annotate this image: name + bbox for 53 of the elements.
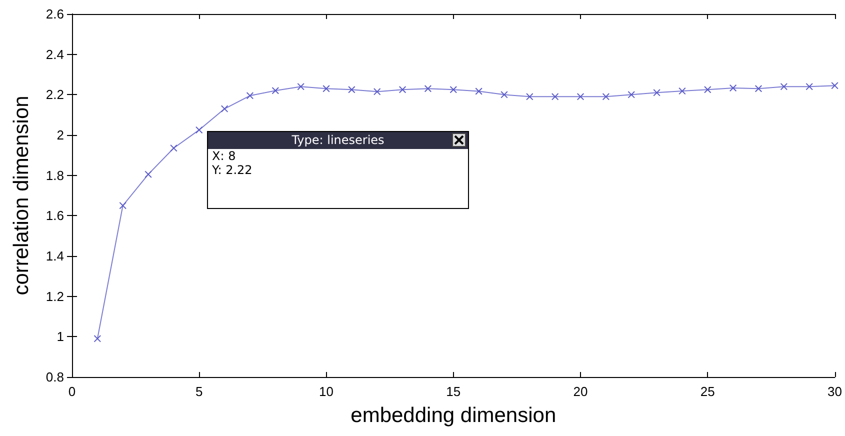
point [780, 83, 788, 90]
y-tick-label: 1.6 [46, 208, 64, 224]
point [424, 85, 432, 92]
point [704, 86, 712, 94]
annotation: X: 8 [211, 149, 237, 163]
point [348, 86, 356, 94]
point [754, 85, 762, 92]
y-tick-label: 1.8 [46, 168, 64, 183]
x-axis-title: embedding dimension [350, 404, 556, 427]
point [730, 84, 737, 92]
point [628, 91, 635, 98]
x-tick-label: 15 [446, 384, 461, 399]
x-tick-label: 0 [68, 384, 76, 399]
y-tick-label: 0.8 [46, 370, 64, 384]
y-tick-label: 2.6 [46, 6, 64, 22]
annotation: Type: lineseries [208, 132, 468, 149]
point [602, 93, 610, 100]
y-tick-label: 2 [56, 128, 64, 142]
y-tick-label: 1.4 [46, 248, 64, 264]
x-tick-label: 25 [700, 384, 715, 399]
point [246, 92, 254, 100]
point [374, 88, 381, 96]
x-tick-label: 5 [196, 384, 203, 399]
y-tick-label: 2.4 [46, 46, 64, 62]
x-tick-label: 30 [828, 384, 842, 399]
point [272, 87, 279, 94]
point [196, 126, 203, 134]
point [526, 93, 534, 100]
x-tick-label: 20 [573, 384, 588, 399]
y-tick-label: 1.2 [46, 288, 64, 304]
point [144, 170, 152, 178]
point [831, 82, 838, 90]
datatip-box: Type: lineseries X: 8 Y: 2.22 [207, 131, 469, 209]
point [653, 89, 660, 96]
point [322, 85, 330, 92]
point [399, 86, 406, 94]
point [577, 93, 584, 100]
y-tick-label: 2.2 [46, 87, 64, 102]
point [806, 83, 813, 90]
x-tick-label: 10 [319, 384, 334, 399]
point [119, 202, 126, 210]
point [450, 86, 457, 94]
point [94, 335, 101, 342]
point [552, 93, 559, 100]
point [170, 144, 178, 152]
y-tick-label: 1 [56, 329, 64, 344]
point [221, 105, 228, 112]
annotation: Y: 2.22 [211, 163, 254, 177]
point [475, 88, 482, 95]
point [500, 91, 508, 98]
point [297, 83, 304, 90]
point [678, 88, 686, 95]
y-axis-title: correlation dimension [10, 96, 33, 296]
